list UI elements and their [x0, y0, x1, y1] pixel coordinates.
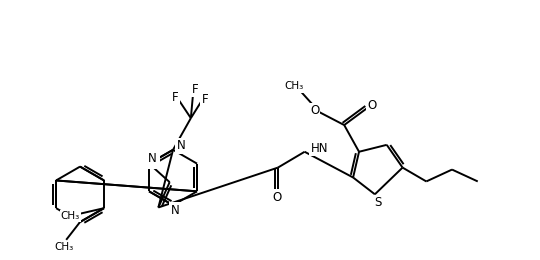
Text: CH₃: CH₃: [284, 81, 303, 92]
Text: F: F: [172, 91, 178, 104]
Text: O: O: [310, 104, 319, 117]
Text: N: N: [147, 152, 157, 165]
Text: F: F: [192, 83, 198, 96]
Text: S: S: [374, 196, 382, 209]
Text: N: N: [150, 155, 158, 168]
Text: O: O: [272, 191, 281, 204]
Text: CH₃: CH₃: [61, 211, 80, 221]
Text: N: N: [177, 139, 185, 152]
Text: HN: HN: [310, 142, 328, 155]
Text: O: O: [367, 99, 376, 112]
Text: F: F: [201, 93, 208, 106]
Text: N: N: [171, 204, 179, 217]
Text: CH₃: CH₃: [55, 242, 74, 252]
